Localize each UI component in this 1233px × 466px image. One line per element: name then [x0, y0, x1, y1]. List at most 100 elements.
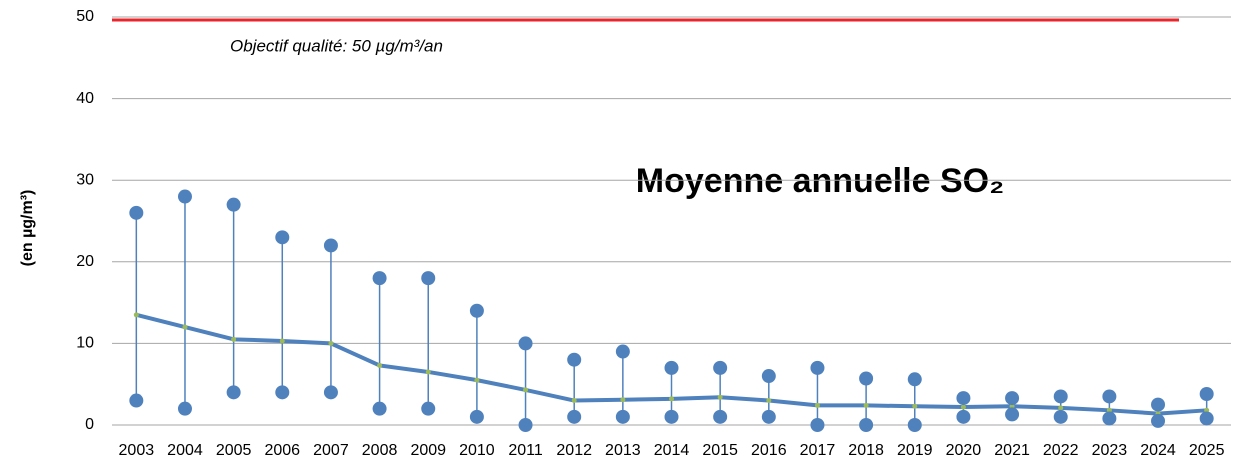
x-tick-label: 2010 — [459, 442, 495, 459]
y-tick-label: 30 — [76, 171, 94, 188]
mean-marker — [474, 377, 480, 383]
min-marker — [518, 418, 533, 432]
x-tick-label: 2005 — [216, 442, 252, 459]
x-tick-label: 2017 — [800, 442, 836, 459]
x-tick-label: 2022 — [1043, 442, 1079, 459]
y-tick-label: 20 — [76, 253, 94, 270]
max-marker — [1005, 391, 1020, 406]
threshold-label: Objectif qualité: 50 µg/m³/an — [230, 36, 443, 55]
max-marker — [567, 352, 582, 367]
x-tick-label: 2012 — [556, 442, 592, 459]
x-tick-label: 2015 — [702, 442, 738, 459]
mean-marker — [1106, 407, 1112, 413]
min-marker — [1005, 407, 1020, 422]
min-marker — [421, 401, 436, 416]
x-tick-label: 2009 — [410, 442, 446, 459]
y-axis-label: (en µg/m³) — [19, 190, 36, 267]
x-tick-label: 2020 — [946, 442, 982, 459]
x-tick-label: 2018 — [848, 442, 884, 459]
min-marker — [226, 385, 241, 400]
mean-marker — [328, 340, 334, 346]
x-tick-label: 2021 — [994, 442, 1030, 459]
min-marker — [275, 385, 290, 400]
mean-marker — [1009, 403, 1015, 409]
mean-marker — [669, 396, 674, 402]
mean-marker — [425, 369, 431, 375]
max-marker — [372, 271, 387, 286]
max-marker — [859, 371, 874, 386]
mean-marker — [377, 362, 383, 368]
mean-marker — [912, 403, 918, 409]
x-tick-label: 2014 — [654, 442, 690, 459]
max-marker — [615, 344, 630, 359]
min-marker — [664, 409, 679, 424]
mean-marker — [1058, 405, 1064, 411]
min-marker — [1199, 411, 1214, 426]
mean-marker — [814, 402, 820, 408]
x-tick-label: 2011 — [508, 442, 543, 459]
min-marker — [810, 418, 825, 432]
mean-marker — [231, 336, 237, 342]
mean-marker — [1204, 407, 1210, 413]
x-tick-label: 2006 — [264, 442, 300, 459]
chart-title: Moyenne annuelle SO₂ — [636, 162, 1004, 200]
y-tick-label: 40 — [76, 90, 94, 107]
mean-marker — [182, 324, 188, 330]
max-marker — [275, 230, 290, 245]
y-tick-label: 50 — [76, 8, 94, 25]
max-marker — [1151, 397, 1166, 412]
mean-marker — [766, 398, 772, 404]
x-tick-label: 2023 — [1092, 442, 1128, 459]
min-marker — [567, 409, 582, 424]
max-marker — [1053, 389, 1068, 404]
min-marker — [1151, 413, 1166, 428]
x-tick-label: 2003 — [119, 442, 155, 459]
mean-marker — [279, 338, 285, 344]
min-marker — [323, 385, 338, 400]
max-marker — [1102, 389, 1117, 404]
max-marker — [761, 369, 776, 384]
min-marker — [372, 401, 387, 416]
min-marker — [761, 409, 776, 424]
mean-marker — [863, 402, 869, 408]
x-tick-label: 2025 — [1189, 442, 1225, 459]
x-tick-label: 2024 — [1140, 442, 1176, 459]
max-marker — [226, 197, 241, 212]
min-marker — [907, 418, 922, 432]
max-marker — [810, 360, 825, 375]
max-marker — [907, 372, 922, 387]
min-marker — [177, 401, 192, 416]
mean-marker — [717, 394, 723, 400]
max-marker — [323, 238, 338, 253]
min-marker — [1102, 411, 1117, 426]
x-tick-label: 2004 — [167, 442, 203, 459]
y-tick-label: 10 — [76, 335, 94, 352]
min-marker — [469, 409, 484, 424]
mean-marker — [523, 387, 529, 393]
x-tick-label: 2016 — [751, 442, 787, 459]
max-marker — [421, 271, 436, 286]
max-marker — [129, 205, 144, 220]
max-marker — [664, 360, 679, 375]
max-marker — [713, 360, 728, 375]
max-marker — [177, 189, 192, 204]
min-marker — [956, 409, 971, 424]
max-marker — [518, 336, 533, 351]
x-tick-label: 2008 — [362, 442, 398, 459]
min-marker — [859, 418, 874, 432]
min-marker — [713, 409, 728, 424]
mean-marker — [620, 397, 626, 403]
mean-marker — [960, 404, 966, 410]
mean-marker — [133, 312, 139, 318]
max-marker — [1199, 386, 1214, 401]
min-marker — [129, 393, 144, 408]
y-tick-label: 0 — [85, 416, 94, 433]
min-marker — [1053, 409, 1068, 424]
max-marker — [469, 303, 484, 318]
x-tick-label: 2013 — [605, 442, 641, 459]
x-tick-label: 2019 — [897, 442, 933, 459]
mean-marker — [571, 398, 577, 404]
min-marker — [615, 409, 630, 424]
x-tick-label: 2007 — [313, 442, 349, 459]
